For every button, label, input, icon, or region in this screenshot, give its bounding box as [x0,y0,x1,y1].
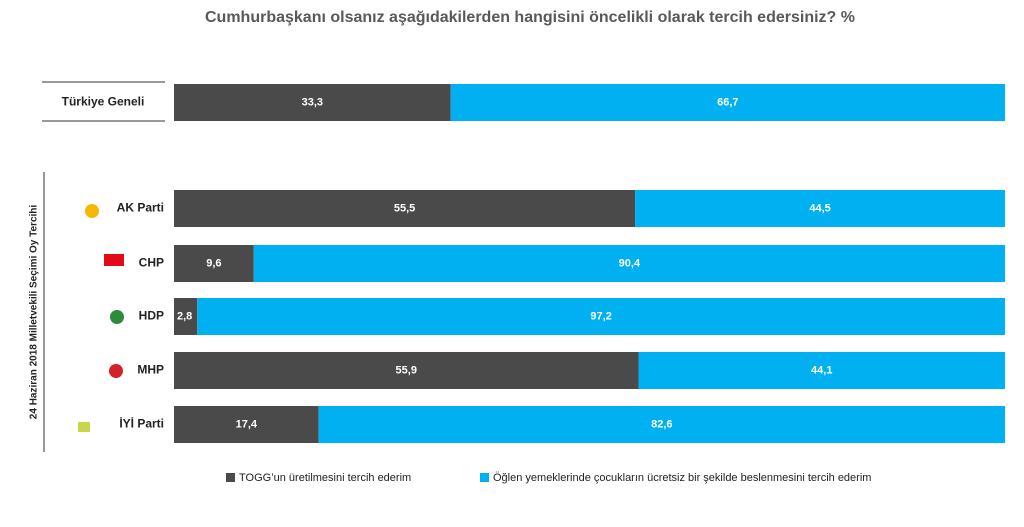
bar-segment [174,298,198,335]
category-label: CHP [139,256,164,270]
logo [110,310,124,324]
legend-label: Öğlen yemeklerinde çocukların ücretsiz b… [493,472,871,484]
value-label: 33,3 [302,96,323,108]
group-label: 24 Haziran 2018 Milletvekili Seçimi Oy T… [29,205,40,420]
value-label: 55,9 [396,364,417,376]
value-label: 9,6 [206,257,221,269]
bar-segment [174,190,636,227]
legend-swatch [226,473,235,482]
value-label: 44,1 [811,364,832,376]
bar-segment [635,190,1005,227]
party-logos [78,204,124,432]
bar-segment [638,352,1005,389]
value-label: 44,5 [809,202,830,214]
logo [85,204,99,218]
bar-segment [174,406,319,443]
category-label: İYİ Parti [119,416,164,431]
bar-segment [318,406,1005,443]
category-label: MHP [137,363,164,377]
value-label: 2,8 [177,310,192,322]
bar-segment [450,84,1005,121]
category-label: HDP [139,309,164,323]
value-label: 97,2 [590,310,611,322]
logo [104,254,124,266]
bar-segment [174,84,451,121]
value-label: 82,6 [651,418,672,430]
chart-title: Cumhurbaşkanı olsanız aşağıdakilerden ha… [205,9,855,26]
value-label: 66,7 [717,96,738,108]
bar-segment [197,298,1005,335]
category-label: Türkiye Geneli [62,95,145,109]
value-label: 55,5 [394,202,415,214]
bar-segment [253,245,1005,282]
value-label: 17,4 [236,418,258,430]
legend-swatch [480,473,489,482]
bar-segment [174,245,254,282]
legend-label: TOGG’un üretilmesini tercih ederim [239,472,411,484]
logo [109,364,123,378]
bar-segment [174,352,639,389]
category-label: AK Parti [117,201,164,215]
logo [78,422,90,432]
value-label: 90,4 [619,257,641,269]
